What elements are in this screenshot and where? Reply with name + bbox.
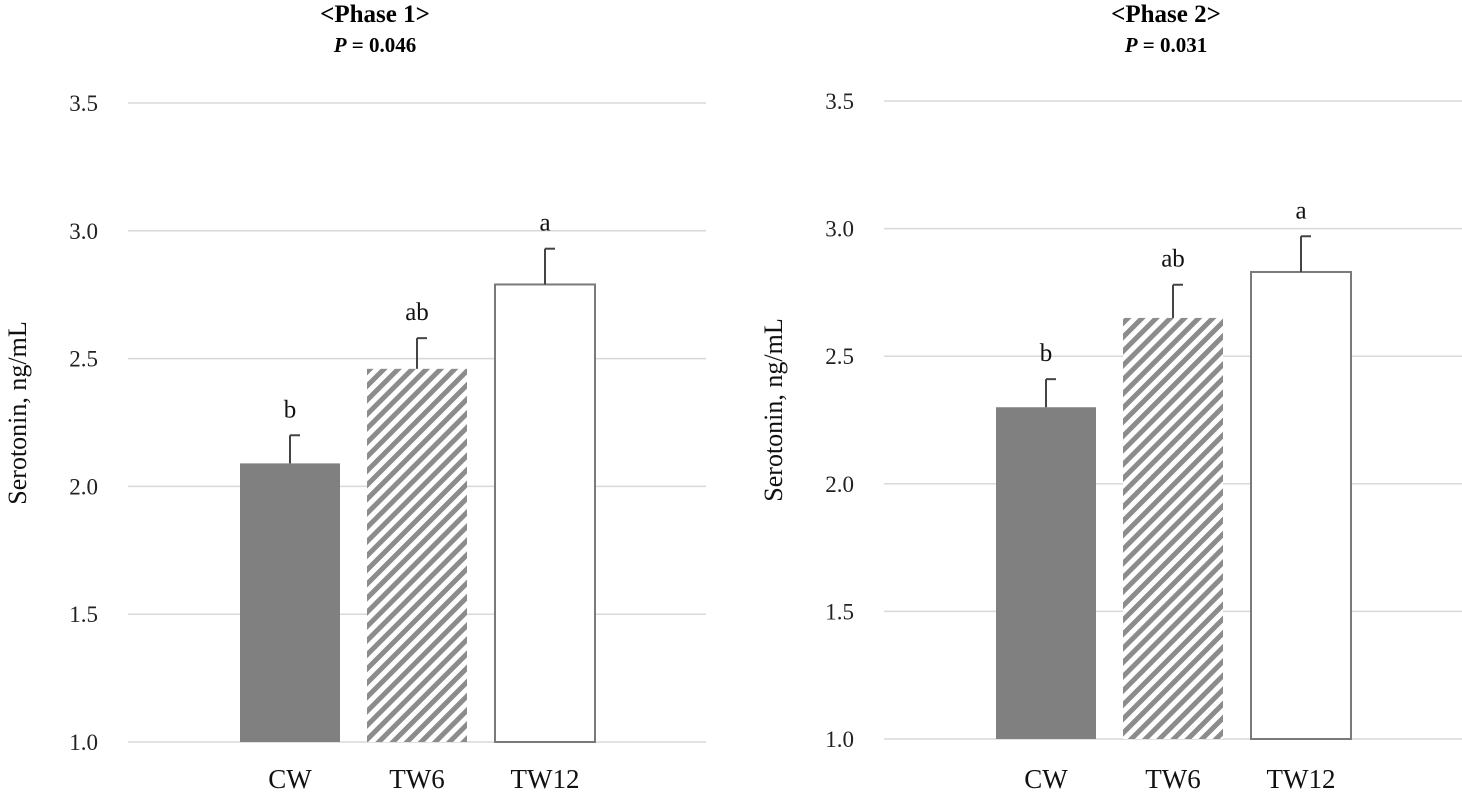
x-category-labels: CW TW6 TW12 <box>268 764 579 793</box>
chart-subtitle: P = 0.046 <box>333 33 417 57</box>
significance-labels: b ab a <box>1040 197 1307 367</box>
chart-phase-2: <Phase 2> P = 0.031 Serotonin, ng/mL 1.0… <box>759 1 1462 793</box>
y-tick-label: 1.5 <box>825 599 854 624</box>
y-tick-label: 3.0 <box>69 219 98 244</box>
p-value: = 0.031 <box>1138 33 1208 57</box>
p-symbol: P <box>1124 33 1138 57</box>
bar-tw12 <box>494 283 596 743</box>
y-tick-label: 1.0 <box>825 727 854 752</box>
y-axis-title: Serotonin, ng/mL <box>759 318 788 501</box>
bar-cw <box>240 463 340 742</box>
y-tick-label: 1.0 <box>69 730 98 755</box>
bar-cw <box>996 407 1096 739</box>
bar-tw6 <box>1123 317 1223 739</box>
x-category-labels: CW TW6 TW12 <box>1024 764 1335 793</box>
significance-label: b <box>1040 340 1053 367</box>
chart-phase-1: <Phase 1> P = 0.046 Serotonin, ng/mL 1.0… <box>3 1 706 793</box>
x-tick-label: TW12 <box>511 764 580 793</box>
y-axis-title: Serotonin, ng/mL <box>3 321 32 504</box>
y-tick-label: 1.5 <box>69 602 98 627</box>
y-tick-label: 2.0 <box>69 474 98 499</box>
x-tick-label: TW6 <box>1145 764 1200 793</box>
x-tick-label: CW <box>1024 764 1068 793</box>
p-symbol: P <box>333 33 347 57</box>
significance-label: ab <box>1161 246 1185 273</box>
error-bars <box>289 247 555 464</box>
chart-subtitle: P = 0.031 <box>1124 33 1208 57</box>
chart-title: <Phase 2> <box>1111 1 1221 28</box>
bar-tw12 <box>1250 270 1352 740</box>
y-ticks: 1.0 1.5 2.0 2.5 3.0 3.5 <box>825 89 854 752</box>
significance-labels: b ab a <box>284 210 551 424</box>
significance-label: a <box>1295 197 1306 224</box>
x-tick-label: CW <box>268 764 312 793</box>
significance-label: a <box>539 210 550 237</box>
bars <box>240 283 596 743</box>
y-tick-label: 2.0 <box>825 472 854 497</box>
p-value: = 0.046 <box>347 33 417 57</box>
y-tick-label: 3.5 <box>825 89 854 114</box>
chart-title: <Phase 1> <box>320 1 430 28</box>
y-tick-label: 3.5 <box>69 91 98 116</box>
bar-tw6 <box>367 368 467 742</box>
significance-label: b <box>284 396 297 423</box>
significance-label: ab <box>405 299 429 326</box>
y-tick-label: 2.5 <box>69 347 98 372</box>
x-tick-label: TW12 <box>1267 764 1336 793</box>
y-ticks: 1.0 1.5 2.0 2.5 3.0 3.5 <box>69 91 98 755</box>
y-tick-label: 3.0 <box>825 217 854 242</box>
y-tick-label: 2.5 <box>825 344 854 369</box>
error-bars <box>1045 235 1311 408</box>
x-tick-label: TW6 <box>389 764 444 793</box>
bars <box>996 270 1352 740</box>
